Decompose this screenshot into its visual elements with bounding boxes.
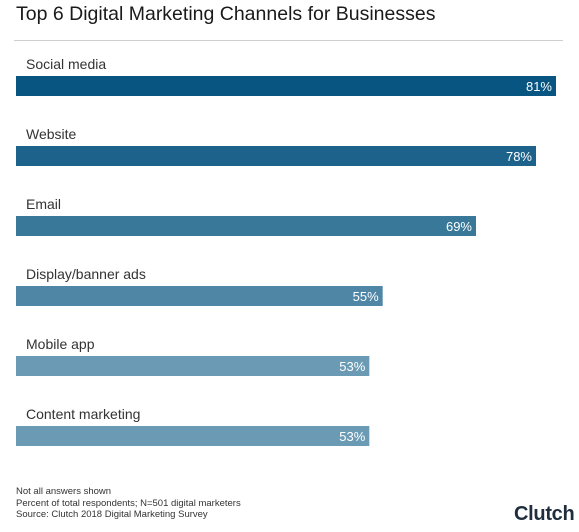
chart-title: Top 6 Digital Marketing Channels for Bus…: [16, 3, 436, 25]
category-label: Social media: [26, 56, 106, 72]
bar-value-label: 55%: [353, 289, 379, 304]
note-line-1: Not all answers shown: [16, 486, 112, 497]
note-line-2: Percent of total respondents; N=501 digi…: [16, 497, 241, 509]
category-label: Content marketing: [26, 406, 140, 422]
bar-value-label: 78%: [506, 149, 532, 164]
category-label: Mobile app: [26, 336, 95, 352]
chart-notes: Not all answers shown Percent of total r…: [16, 486, 241, 521]
bar: [16, 216, 476, 236]
bar-value-label: 53%: [339, 359, 365, 374]
bar: [16, 76, 556, 96]
category-label: Display/banner ads: [26, 266, 146, 282]
bar: [16, 426, 370, 446]
bar-value-label: 81%: [526, 79, 552, 94]
logo-text: Clutch: [514, 503, 575, 525]
bar: [16, 286, 383, 306]
bar: [16, 146, 536, 166]
category-label: Email: [26, 196, 61, 212]
bar-value-label: 53%: [339, 429, 365, 444]
bar: [16, 356, 370, 376]
bar-chart: Social media 81% Website 78% Email 69% Display…: [16, 56, 556, 446]
title-divider: [14, 40, 563, 41]
clutch-logo[interactable]: Clutch: [514, 503, 575, 526]
bar-value-label: 69%: [446, 219, 472, 234]
note-line-3: Source: Clutch 2018 Digital Marketing Su…: [16, 509, 208, 520]
category-label: Website: [26, 126, 77, 142]
